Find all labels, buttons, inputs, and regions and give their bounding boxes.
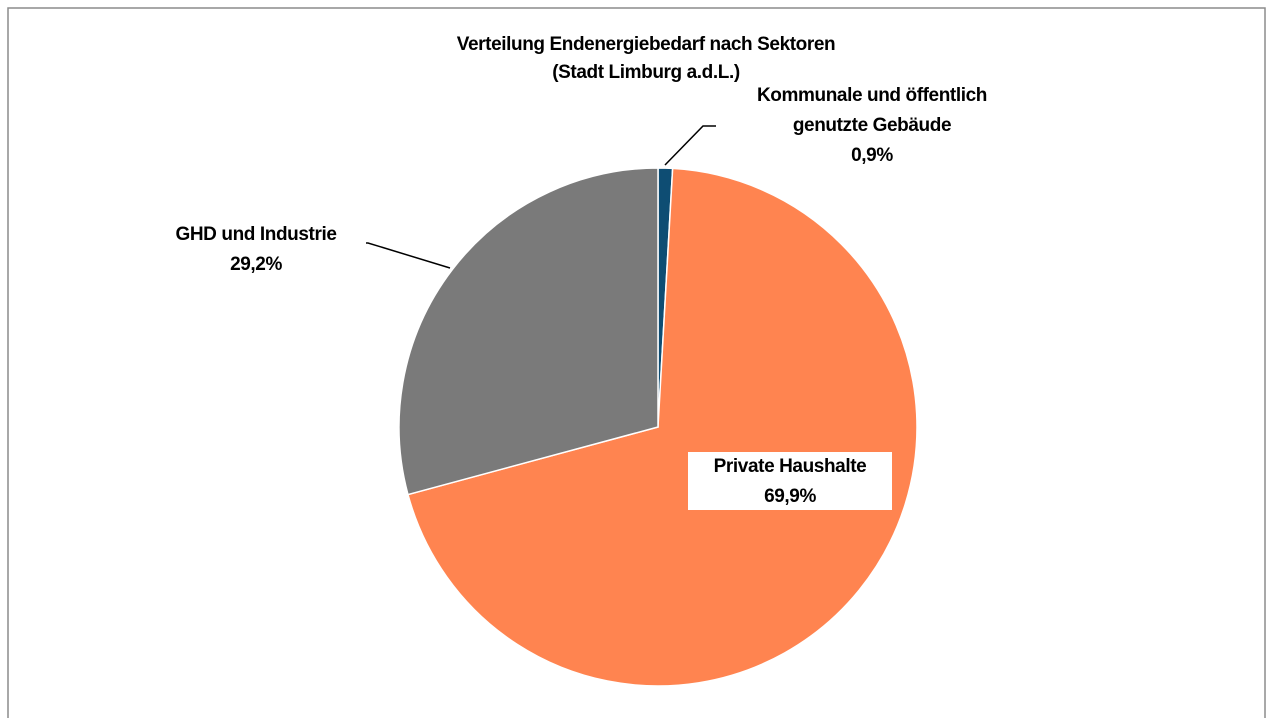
value-label: 69,9% <box>764 486 816 507</box>
category-label: GHD und Industrie <box>175 224 336 245</box>
value-label: 0,9% <box>851 145 893 166</box>
pie-slice <box>407 167 918 687</box>
label-background <box>688 452 892 510</box>
chart-title: Verteilung Endenergiebedarf nach Sektore… <box>457 34 835 55</box>
category-label: Kommunale und öffentlich genutzte Gebäude <box>757 85 987 136</box>
value-label: 29,2% <box>230 254 282 275</box>
leader-line <box>664 125 716 166</box>
chart-title: (Stadt Limburg a.d.L.) <box>552 62 740 83</box>
pie-slice <box>398 167 659 496</box>
leader-line <box>366 242 451 269</box>
category-label: Private Haushalte <box>714 456 867 477</box>
